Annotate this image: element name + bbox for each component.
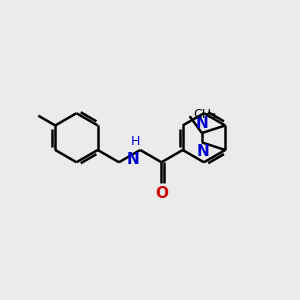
Text: O: O [155,186,168,201]
Text: N: N [196,116,208,131]
Text: N: N [197,144,209,159]
Text: N: N [126,152,139,167]
Text: H: H [131,135,140,148]
Text: CH₃: CH₃ [193,108,216,122]
